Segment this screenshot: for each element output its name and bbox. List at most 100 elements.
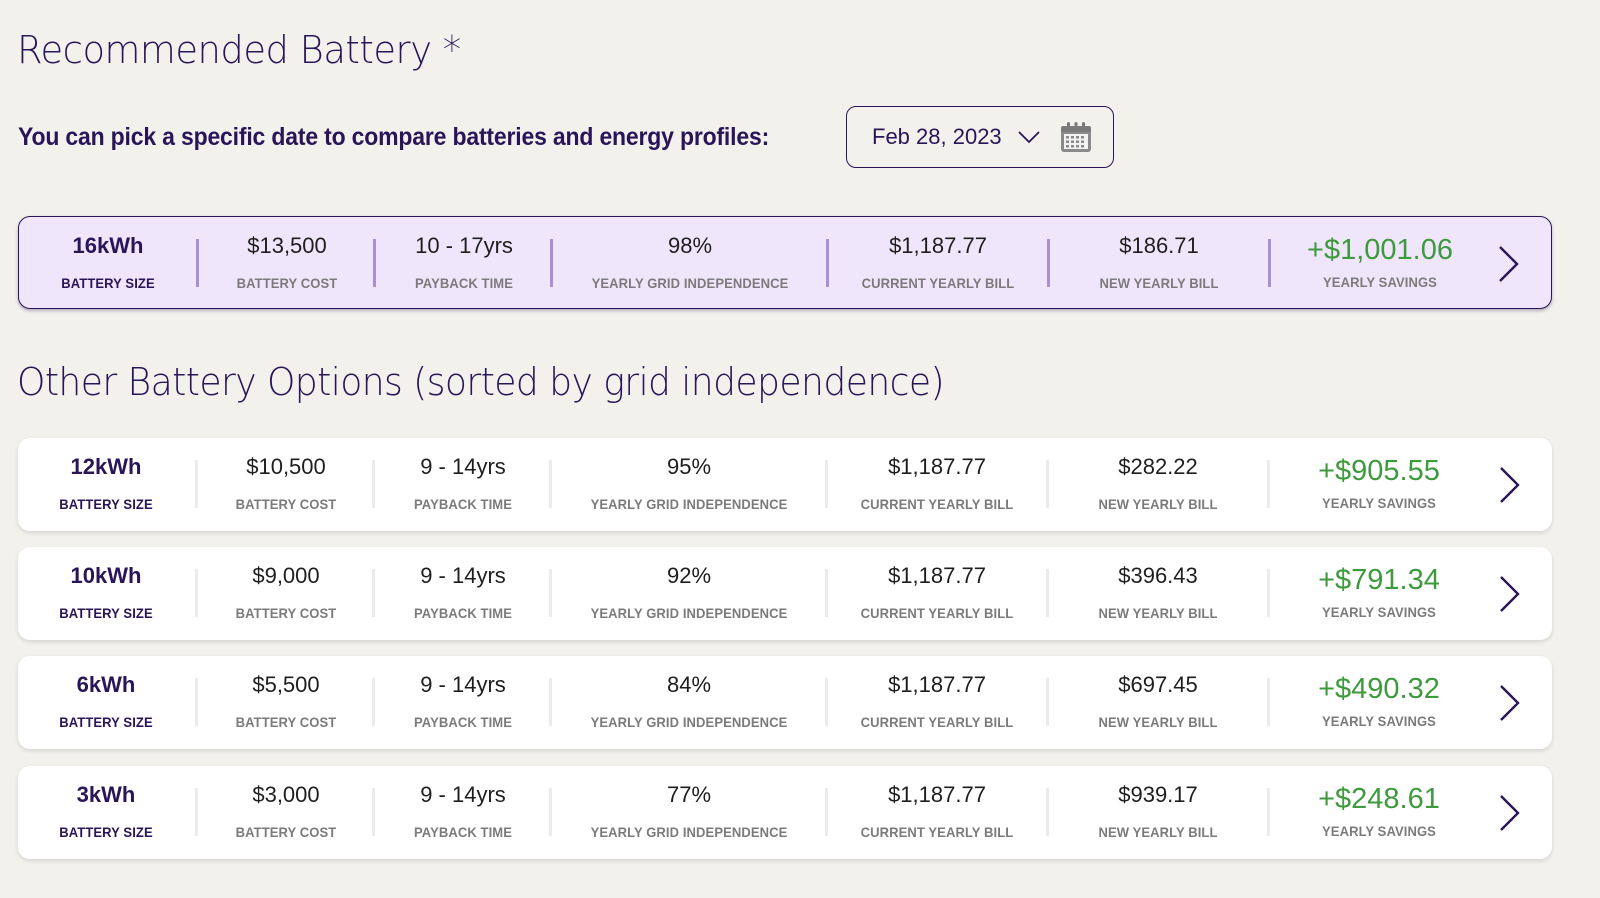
new-bill-label: NEW YEARLY BILL [1098, 714, 1218, 730]
payback-time-value: 10 - 17yrs [415, 233, 513, 258]
divider [372, 569, 375, 617]
divider [1046, 460, 1049, 508]
yearly-savings-label: YEARLY SAVINGS [1322, 604, 1436, 620]
yearly-savings-label: YEARLY SAVINGS [1323, 274, 1437, 290]
current-bill-value: $1,187.77 [888, 672, 986, 697]
battery-cost-label: BATTERY COST [235, 496, 337, 512]
battery-size-cell: 16kWh BATTERY SIZE [19, 217, 197, 308]
current-bill-cell: $1,187.77 CURRENT YEARLY BILL [828, 766, 1046, 859]
new-bill-value: $697.45 [1118, 672, 1198, 697]
new-bill-value: $939.17 [1118, 782, 1198, 807]
battery-cost-cell: $13,500 BATTERY COST [199, 217, 375, 308]
current-bill-cell: $1,187.77 CURRENT YEARLY BILL [828, 547, 1046, 640]
divider [549, 678, 552, 726]
yearly-savings-label: YEARLY SAVINGS [1322, 495, 1436, 511]
grid-independence-label: YEARLY GRID INDEPENDENCE [590, 824, 788, 840]
payback-time-label: PAYBACK TIME [413, 714, 513, 730]
divider [196, 239, 199, 287]
divider [549, 788, 552, 836]
other-options-heading: Other Battery Options (sorted by grid in… [17, 360, 945, 404]
battery-size-value: 3kWh [76, 782, 136, 807]
grid-independence-label: YEARLY GRID INDEPENDENCE [590, 496, 788, 512]
yearly-savings-cell: +$490.32 YEARLY SAVINGS [1270, 656, 1488, 749]
divider [550, 239, 553, 287]
new-bill-cell: $282.22 NEW YEARLY BILL [1049, 438, 1267, 531]
recommended-battery-card[interactable]: 16kWh BATTERY SIZE $13,500 BATTERY COST … [18, 216, 1552, 309]
divider [195, 460, 198, 508]
yearly-savings-value: +$905.55 [1318, 455, 1440, 487]
battery-size-cell: 6kWh BATTERY SIZE [18, 656, 194, 749]
battery-size-cell: 10kWh BATTERY SIZE [18, 547, 194, 640]
payback-time-cell: 9 - 14yrs PAYBACK TIME [375, 766, 551, 859]
new-bill-value: $396.43 [1118, 563, 1198, 588]
yearly-savings-label: YEARLY SAVINGS [1322, 713, 1436, 729]
payback-time-value: 9 - 14yrs [420, 454, 506, 479]
divider [1267, 678, 1270, 726]
yearly-savings-cell: +$1,001.06 YEARLY SAVINGS [1271, 217, 1489, 308]
yearly-savings-value: +$791.34 [1318, 564, 1440, 596]
divider [372, 460, 375, 508]
new-bill-cell: $186.71 NEW YEARLY BILL [1050, 217, 1268, 308]
battery-option-card[interactable]: 3kWh BATTERY SIZE $3,000 BATTERY COST 9 … [18, 766, 1552, 859]
battery-size-label: BATTERY SIZE [59, 605, 153, 621]
date-picker[interactable]: Feb 28, 2023 [846, 106, 1114, 168]
battery-cost-label: BATTERY COST [235, 824, 337, 840]
new-bill-label: NEW YEARLY BILL [1099, 275, 1219, 291]
divider [1267, 569, 1270, 617]
divider [195, 678, 198, 726]
calendar-icon[interactable] [1059, 121, 1093, 153]
divider [1047, 239, 1050, 287]
divider [372, 788, 375, 836]
payback-time-value: 9 - 14yrs [420, 782, 506, 807]
battery-size-label: BATTERY SIZE [59, 824, 153, 840]
battery-size-label: BATTERY SIZE [59, 496, 153, 512]
grid-independence-cell: 84% YEARLY GRID INDEPENDENCE [552, 656, 826, 749]
new-bill-cell: $939.17 NEW YEARLY BILL [1049, 766, 1267, 859]
payback-time-value: 9 - 14yrs [420, 563, 506, 588]
payback-time-cell: 9 - 14yrs PAYBACK TIME [375, 438, 551, 531]
divider [825, 678, 828, 726]
grid-independence-value: 84% [666, 672, 712, 697]
grid-independence-value: 92% [666, 563, 712, 588]
current-bill-value: $1,187.77 [888, 782, 986, 807]
grid-independence-cell: 98% YEARLY GRID INDEPENDENCE [553, 217, 827, 308]
payback-time-label: PAYBACK TIME [414, 275, 514, 291]
battery-option-card[interactable]: 10kWh BATTERY SIZE $9,000 BATTERY COST 9… [18, 547, 1552, 640]
payback-time-label: PAYBACK TIME [413, 605, 513, 621]
battery-cost-label: BATTERY COST [235, 714, 337, 730]
divider [825, 569, 828, 617]
battery-size-cell: 3kWh BATTERY SIZE [18, 766, 194, 859]
divider [1046, 788, 1049, 836]
battery-cost-value: $10,500 [246, 454, 326, 479]
payback-time-label: PAYBACK TIME [413, 824, 513, 840]
yearly-savings-label: YEARLY SAVINGS [1322, 823, 1436, 839]
grid-independence-cell: 77% YEARLY GRID INDEPENDENCE [552, 766, 826, 859]
divider [195, 569, 198, 617]
chevron-right-icon[interactable] [1498, 574, 1522, 614]
chevron-down-icon[interactable] [1017, 130, 1041, 144]
divider [195, 788, 198, 836]
divider [1046, 569, 1049, 617]
divider [826, 239, 829, 287]
battery-size-value: 10kWh [70, 563, 142, 588]
current-bill-value: $1,187.77 [888, 454, 986, 479]
chevron-right-icon[interactable] [1497, 244, 1521, 284]
current-bill-label: CURRENT YEARLY BILL [860, 824, 1014, 840]
battery-option-card[interactable]: 6kWh BATTERY SIZE $5,500 BATTERY COST 9 … [18, 656, 1552, 749]
battery-option-card[interactable]: 12kWh BATTERY SIZE $10,500 BATTERY COST … [18, 438, 1552, 531]
battery-size-value: 12kWh [70, 454, 142, 479]
new-bill-value: $186.71 [1119, 233, 1199, 258]
battery-cost-value: $9,000 [252, 563, 320, 588]
current-bill-cell: $1,187.77 CURRENT YEARLY BILL [829, 217, 1047, 308]
grid-independence-label: YEARLY GRID INDEPENDENCE [590, 714, 788, 730]
chevron-right-icon[interactable] [1498, 793, 1522, 833]
new-bill-label: NEW YEARLY BILL [1098, 605, 1218, 621]
divider [1267, 460, 1270, 508]
chevron-right-icon[interactable] [1498, 683, 1522, 723]
payback-time-value: 9 - 14yrs [420, 672, 506, 697]
battery-cost-cell: $5,500 BATTERY COST [198, 656, 374, 749]
divider [1267, 788, 1270, 836]
chevron-right-icon[interactable] [1498, 465, 1522, 505]
current-bill-value: $1,187.77 [889, 233, 987, 258]
date-selection-row: You can pick a specific date to compare … [18, 106, 1114, 168]
